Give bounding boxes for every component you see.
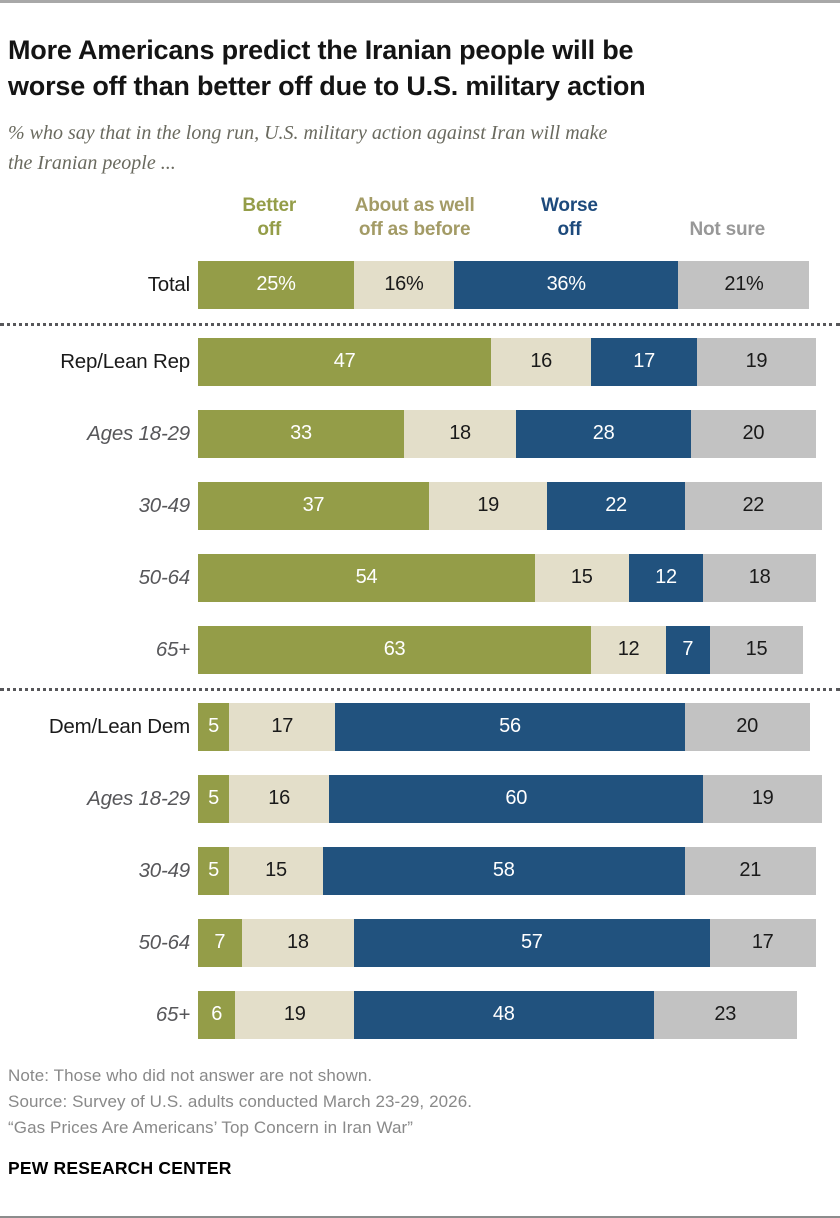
chart-row: Dem/Lean Dem 5 17 56 20 (0, 702, 840, 751)
stacked-bar-chart: Total 25% 16% 36% 21% Rep/Lean Rep 47 16 17 19 Age… (0, 260, 840, 1063)
bar-segment-worse-off: 36% (453, 260, 679, 309)
chart-row: 30-49 37 19 22 22 (0, 481, 840, 530)
chart-title: More Americans predict the Iranian peopl… (8, 35, 646, 101)
bar-track: 5 17 56 20 (198, 702, 822, 751)
bar-track: 25% 16% 36% 21% (198, 260, 822, 309)
bar-track: 37 19 22 22 (198, 481, 822, 530)
bar-segment-about-as-well-off: 12 (591, 625, 666, 674)
row-label: 50-64 (138, 565, 191, 589)
bar-segment-better-off: 25% (198, 260, 354, 309)
chart-row: Ages 18-29 5 16 60 19 (0, 774, 840, 823)
bar-segment-about-as-well-off: 16 (491, 337, 592, 386)
bar-track: 5 15 58 21 (198, 846, 822, 895)
bar-segment-worse-off: 56 (335, 702, 685, 751)
footer-report-title: “Gas Prices Are Americans’ Top Concern i… (8, 1117, 414, 1137)
bar-segment-better-off: 37 (198, 481, 429, 530)
row-label: Rep/Lean Rep (60, 349, 190, 373)
bar-segment-about-as-well-off: 18 (403, 409, 517, 458)
bar-segment-better-off: 6 (198, 990, 236, 1039)
row-label: Total (147, 272, 191, 296)
bar-segment-better-off: 47 (198, 337, 492, 386)
section-divider (0, 687, 840, 691)
chart-row: 65+ 6 19 48 23 (0, 990, 840, 1039)
bar-segment-better-off: 33 (198, 409, 404, 458)
row-label: 30-49 (138, 493, 191, 517)
section-divider (0, 322, 840, 326)
legend-item-not-sure: Not sure (689, 218, 766, 240)
bar-segment-worse-off: 28 (516, 409, 691, 458)
chart-row: Total 25% 16% 36% 21% (0, 260, 840, 309)
row-label: Ages 18-29 (87, 786, 190, 810)
chart-row: Rep/Lean Rep 47 16 17 19 (0, 337, 840, 386)
footer-note: Note: Those who did not answer are not s… (8, 1065, 373, 1085)
row-label: 50-64 (138, 930, 191, 954)
bar-segment-better-off: 5 (198, 702, 230, 751)
bar-segment-worse-off: 22 (547, 481, 685, 530)
bar-segment-worse-off: 58 (322, 846, 685, 895)
top-border-rule (0, 0, 840, 3)
footer-source: Source: Survey of U.S. adults conducted … (8, 1091, 473, 1111)
pew-research-center-brand: PEW RESEARCH CENTER (8, 1157, 232, 1178)
bar-segment-not-sure: 17 (709, 918, 816, 967)
bar-segment-not-sure: 20 (684, 702, 810, 751)
bar-segment-better-off: 7 (198, 918, 242, 967)
legend-item-better-off: Better off (242, 194, 297, 240)
bar-segment-about-as-well-off: 19 (235, 990, 354, 1039)
bar-track: 6 19 48 23 (198, 990, 822, 1039)
bar-segment-worse-off: 48 (353, 990, 654, 1039)
bar-segment-about-as-well-off: 15 (534, 553, 629, 602)
chart-row: 50-64 54 15 12 18 (0, 553, 840, 602)
legend-item-about-as-well-off: About as well off as before (354, 194, 475, 240)
bar-track: 7 18 57 17 (198, 918, 822, 967)
bar-segment-not-sure: 22 (684, 481, 822, 530)
legend-item-worse-off: Worse off (541, 194, 598, 240)
bar-segment-not-sure: 20 (690, 409, 816, 458)
bar-segment-worse-off: 17 (591, 337, 698, 386)
chart-row: 65+ 63 12 7 15 (0, 625, 840, 674)
bar-segment-better-off: 63 (198, 625, 592, 674)
bar-segment-about-as-well-off: 19 (428, 481, 548, 530)
chart-header: More Americans predict the Iranian peopl… (0, 3, 840, 178)
bar-segment-better-off: 5 (198, 774, 230, 823)
bar-segment-not-sure: 23 (653, 990, 798, 1039)
chart-row: 50-64 7 18 57 17 (0, 918, 840, 967)
bar-segment-worse-off: 7 (665, 625, 710, 674)
row-label: 30-49 (138, 858, 191, 882)
bar-segment-not-sure: 21 (684, 846, 816, 895)
bar-segment-better-off: 5 (198, 846, 230, 895)
bar-segment-not-sure: 18 (703, 553, 816, 602)
bottom-border-rule (0, 1216, 840, 1218)
bar-segment-not-sure: 19 (697, 337, 816, 386)
bar-segment-worse-off: 57 (353, 918, 710, 967)
footer-spacer (0, 1179, 840, 1216)
bar-segment-better-off: 54 (198, 553, 535, 602)
bar-track: 54 15 12 18 (198, 553, 822, 602)
chart-row: Ages 18-29 33 18 28 20 (0, 409, 840, 458)
row-label: 65+ (155, 1002, 190, 1026)
bar-segment-worse-off: 60 (329, 774, 704, 823)
chart-footer: Note: Those who did not answer are not s… (0, 1063, 840, 1179)
row-label: 65+ (155, 637, 190, 661)
bar-track: 5 16 60 19 (198, 774, 822, 823)
bar-segment-about-as-well-off: 17 (229, 702, 336, 751)
bar-segment-not-sure: 19 (703, 774, 822, 823)
bar-track: 47 16 17 19 (198, 337, 822, 386)
bar-segment-worse-off: 12 (628, 553, 704, 602)
bar-segment-about-as-well-off: 18 (241, 918, 354, 967)
bar-segment-about-as-well-off: 16 (229, 774, 330, 823)
bar-track: 63 12 7 15 (198, 625, 822, 674)
row-label: Ages 18-29 (87, 421, 190, 445)
chart-row: 30-49 5 15 58 21 (0, 846, 840, 895)
bar-segment-about-as-well-off: 16% (354, 260, 454, 309)
row-label: Dem/Lean Dem (48, 714, 190, 738)
bar-track: 33 18 28 20 (198, 409, 822, 458)
chart-legend: Better off About as well off as before Wor… (198, 194, 817, 242)
bar-segment-not-sure: 15 (709, 625, 804, 674)
bar-segment-not-sure: 21% (678, 260, 810, 309)
chart-subtitle: % who say that in the long run, U.S. mil… (8, 121, 608, 174)
bar-segment-about-as-well-off: 15 (229, 846, 323, 895)
